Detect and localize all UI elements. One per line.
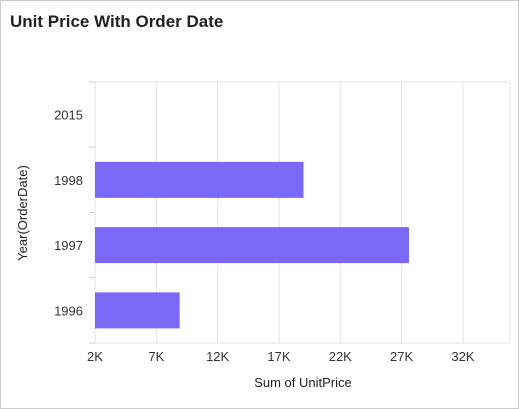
bar-1996[interactable] <box>95 292 180 329</box>
x-tick-label: 12K <box>206 349 229 364</box>
bar-1998[interactable] <box>95 161 304 198</box>
y-axis-label: Year(OrderDate) <box>15 165 30 261</box>
bar-1997[interactable] <box>95 227 409 264</box>
x-tick-labels: 2K 7K 12K 17K 22K 27K 32K <box>87 349 475 364</box>
x-axis-label: Sum of UnitPrice <box>254 375 352 390</box>
chart-title: Unit Price With Order Date <box>10 12 224 31</box>
x-tick-label: 17K <box>267 349 290 364</box>
x-tick-label: 7K <box>148 349 164 364</box>
x-tick-label: 27K <box>390 349 413 364</box>
y-tick-label: 1996 <box>54 303 83 318</box>
bars <box>95 161 409 329</box>
y-tick-label: 1997 <box>54 238 83 253</box>
y-tick-label: 1998 <box>54 173 83 188</box>
x-tick-label: 32K <box>451 349 474 364</box>
y-tick-labels: 2015 1998 1997 1996 <box>54 108 83 319</box>
x-tick-label: 22K <box>329 349 352 364</box>
x-tick-label: 2K <box>87 349 103 364</box>
y-tick-label: 2015 <box>54 108 83 123</box>
